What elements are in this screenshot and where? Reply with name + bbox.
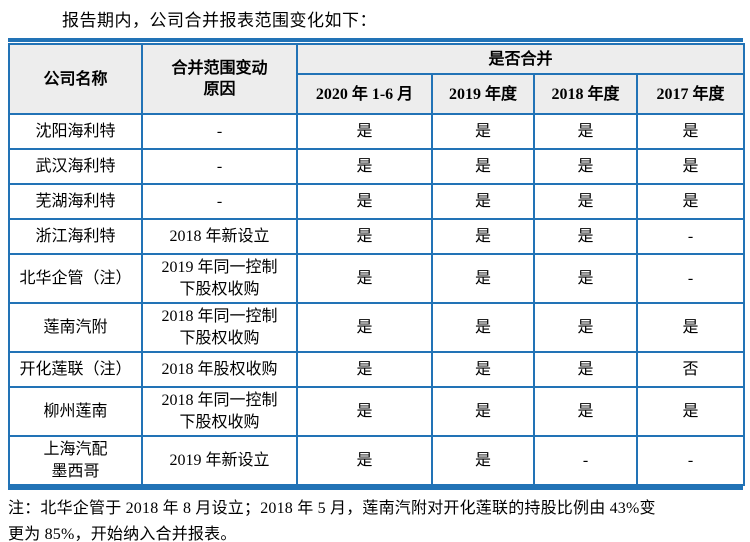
period-cell: 是 <box>296 351 433 389</box>
table-row: 武汉海利特 - 是 是 是 是 <box>8 148 746 186</box>
column-header-period-2017: 2017 年度 <box>635 73 746 116</box>
reason-cell: 2019 年新设立 <box>141 435 298 487</box>
table-row: 莲南汽附 2018 年同一控制 下股权收购 是 是 是 是 <box>8 302 746 354</box>
company-cell: 浙江海利特 <box>8 218 143 256</box>
table-row: 北华企管（注） 2019 年同一控制 下股权收购 是 是 是 - <box>8 253 746 305</box>
reason-cell: - <box>141 148 298 186</box>
period-cell: - <box>635 253 746 305</box>
period-cell: 是 <box>533 148 638 186</box>
reason-cell: 2018 年股权收购 <box>141 351 298 389</box>
period-cell: - <box>635 435 746 487</box>
header-row-2: 2020 年 1-6 月 2019 年度 2018 年度 2017 年度 <box>9 73 746 116</box>
period-cell: 否 <box>635 351 746 389</box>
period-cell: - <box>635 218 746 256</box>
company-cell: 北华企管（注） <box>8 253 143 305</box>
footnote: 注：北华企管于 2018 年 8 月设立；2018 年 5 月，莲南汽附对开化莲… <box>8 500 656 542</box>
period-cell: 是 <box>296 148 433 186</box>
period-cell: 是 <box>431 435 535 487</box>
period-cell: 是 <box>296 183 433 221</box>
company-cell: 柳州莲南 <box>8 386 143 438</box>
period-cell: 是 <box>431 351 535 389</box>
reason-cell: 2018 年同一控制 下股权收购 <box>141 302 298 354</box>
period-cell: 是 <box>635 386 746 438</box>
consolidation-table-wrapper: 公司名称 合并范围变动 原因 是否合并 2020 年 1-6 月 2019 年度… <box>8 38 746 491</box>
table-row: 柳州莲南 2018 年同一控制 下股权收购 是 是 是 是 <box>8 386 746 438</box>
period-cell: 是 <box>296 218 433 256</box>
period-cell: 是 <box>533 351 638 389</box>
reason-cell: 2018 年新设立 <box>141 218 298 256</box>
reason-cell: - <box>141 113 298 151</box>
period-cell: 是 <box>431 148 535 186</box>
column-header-merge-group: 是否合并 <box>295 43 746 76</box>
company-cell: 莲南汽附 <box>8 302 143 354</box>
period-cell: 是 <box>296 386 433 438</box>
company-cell: 芜湖海利特 <box>8 183 143 221</box>
period-cell: 是 <box>533 113 638 151</box>
column-header-period-2019: 2019 年度 <box>431 73 535 116</box>
column-header-period-2020: 2020 年 1-6 月 <box>296 73 433 116</box>
period-cell: 是 <box>533 253 638 305</box>
period-cell: 是 <box>533 386 638 438</box>
period-cell: 是 <box>296 113 433 151</box>
table-row: 浙江海利特 2018 年新设立 是 是 是 - <box>8 218 746 256</box>
period-cell: 是 <box>431 302 535 354</box>
period-cell: 是 <box>296 435 433 487</box>
table-row: 上海汽配 墨西哥 2019 年新设立 是 是 - - <box>8 435 746 487</box>
period-cell: 是 <box>533 218 638 256</box>
period-cell: 是 <box>431 113 535 151</box>
period-cell: 是 <box>635 113 746 151</box>
period-cell: 是 <box>296 302 433 354</box>
reason-cell: 2018 年同一控制 下股权收购 <box>141 386 298 438</box>
period-cell: 是 <box>533 302 638 354</box>
period-cell: 是 <box>635 148 746 186</box>
company-cell: 开化莲联（注） <box>8 351 143 389</box>
period-cell: 是 <box>635 302 746 354</box>
company-cell: 上海汽配 墨西哥 <box>8 435 143 487</box>
table-top-rule <box>8 38 743 43</box>
period-cell: 是 <box>533 183 638 221</box>
table-row: 芜湖海利特 - 是 是 是 是 <box>8 183 746 221</box>
header-row-1: 公司名称 合并范围变动 原因 是否合并 <box>8 43 746 116</box>
column-header-period-2018: 2018 年度 <box>533 73 638 116</box>
period-cell: 是 <box>431 218 535 256</box>
column-header-company: 公司名称 <box>8 43 143 116</box>
period-cell: 是 <box>431 253 535 305</box>
period-cell: 是 <box>635 183 746 221</box>
period-cell: 是 <box>296 253 433 305</box>
consolidation-scope-table: 公司名称 合并范围变动 原因 是否合并 2020 年 1-6 月 2019 年度… <box>8 43 746 487</box>
table-row: 沈阳海利特 - 是 是 是 是 <box>8 113 746 151</box>
intro-text: 报告期内，公司合并报表范围变化如下： <box>62 11 377 30</box>
period-cell: 是 <box>431 386 535 438</box>
period-cell: 是 <box>431 183 535 221</box>
company-cell: 武汉海利特 <box>8 148 143 186</box>
table-row: 开化莲联（注） 2018 年股权收购 是 是 是 否 <box>8 351 746 389</box>
reason-cell: 2019 年同一控制 下股权收购 <box>141 253 298 305</box>
column-header-reason: 合并范围变动 原因 <box>141 43 298 116</box>
period-cell: - <box>533 435 638 487</box>
company-cell: 沈阳海利特 <box>8 113 143 151</box>
reason-cell: - <box>141 183 298 221</box>
table-bottom-rule <box>8 486 743 491</box>
